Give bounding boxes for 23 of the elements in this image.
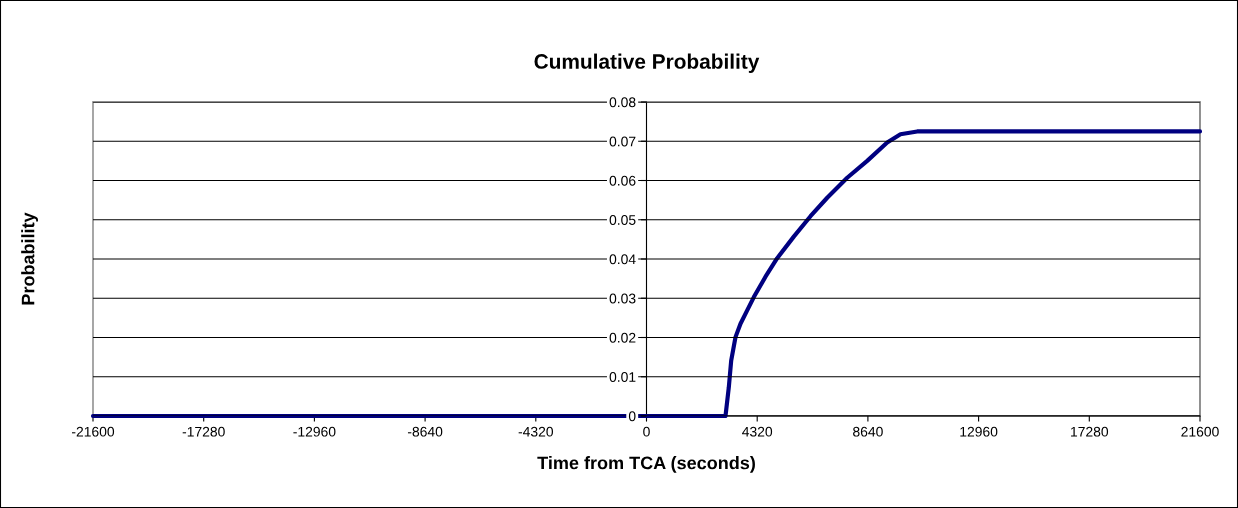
x-tick-label: -17280 (182, 426, 225, 437)
chart-title: Cumulative Probability (534, 53, 760, 73)
y-tick-label: 0.05 (609, 215, 636, 225)
x-tick-label: 21600 (1181, 426, 1219, 437)
x-tick-label: 0 (643, 426, 650, 437)
y-tick-label: 0 (628, 411, 636, 422)
y-tick-label: 0.03 (609, 293, 636, 304)
y-tick-label: 0.04 (609, 254, 636, 265)
x-tick-label: 8640 (853, 426, 883, 437)
y-tick-label: 0.02 (609, 332, 636, 343)
x-tick-label: 4320 (742, 426, 773, 437)
y-axis-title: Probability (21, 212, 38, 305)
x-tick-label: -8640 (407, 426, 443, 437)
y-tick-label: 0.01 (609, 372, 636, 382)
y-tick-label: 0.06 (609, 175, 636, 186)
x-tick-label: 12960 (960, 426, 998, 437)
x-tick-label: -4320 (518, 426, 554, 437)
x-tick-label: 17280 (1071, 426, 1109, 437)
x-axis-title: Time from TCA (seconds) (537, 456, 755, 473)
y-tick-label: 0.07 (609, 136, 636, 147)
y-tick-label: 0.08 (609, 97, 636, 108)
x-tick-label: -21600 (72, 426, 115, 437)
x-tick-label: -12960 (293, 426, 336, 437)
